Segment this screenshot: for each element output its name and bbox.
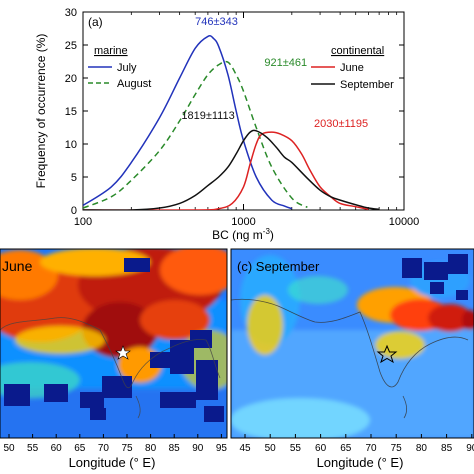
site-star-june	[115, 345, 131, 360]
series-line-august	[83, 60, 308, 209]
y-tick-label: 15	[65, 106, 77, 118]
y-tick-label: 30	[65, 7, 77, 19]
series-line-july	[83, 35, 293, 210]
map-x-tick-label: 70	[98, 443, 110, 454]
legend-label-august: August	[117, 78, 151, 90]
legend-label-september: September	[340, 79, 394, 91]
y-tick-label: 5	[71, 172, 77, 184]
x-tick-label: 10000	[389, 216, 420, 228]
map-x-tick-label: 50	[265, 443, 277, 454]
map-x-tick-label: 90	[192, 443, 204, 454]
legend-label-june: June	[340, 62, 364, 74]
site-star-september	[376, 344, 398, 364]
map-x-tick-label: 55	[290, 443, 302, 454]
chart-panel-a: 0 5 10 15 20 25 30 100 1000 10000 746±343 921±461 1…	[34, 7, 419, 242]
annotations-a: 746±343 921±461 1819±1113 2030±1195	[181, 16, 368, 130]
panel-label-june: June	[2, 258, 33, 274]
y-tick-label: 0	[71, 205, 77, 217]
map-ticks-june: 50 55 60 65 70 75 80 85 90 95	[3, 434, 227, 454]
coastline-june	[0, 317, 221, 389]
y-tick-label: 10	[65, 139, 77, 151]
map-x-tick-label: 70	[365, 443, 377, 454]
map-x-tick-label: 60	[315, 443, 327, 454]
x-axis-label-june: Longitude (° E)	[69, 455, 156, 470]
map-frame-june	[0, 248, 228, 439]
map-x-tick-label: 80	[416, 443, 428, 454]
x-tick-label: 1000	[231, 216, 255, 228]
x-axis-label-a: BC (ng m-3)	[212, 227, 274, 242]
map-x-tick-label: 65	[340, 443, 352, 454]
map-panel-september: (c) September 45 50 55 60 65 70 75 80 85 90 Longi…	[230, 248, 474, 470]
annotation-label: 921±461	[264, 57, 307, 69]
map-x-tick-label: 65	[74, 443, 86, 454]
x-tick-label: 100	[74, 216, 92, 228]
map-x-tick-label: 95	[216, 443, 228, 454]
series-line-september	[83, 129, 380, 210]
map-x-tick-label: 60	[51, 443, 63, 454]
map-ticks-september: 45 50 55 60 65 70 75 80 85 90	[239, 434, 474, 454]
legend-label-july: July	[117, 62, 137, 74]
map-x-tick-label: 90	[466, 443, 474, 454]
plot-frame-a	[82, 11, 405, 211]
legend-marine: marine July August	[88, 45, 151, 90]
annotation-label: 1819±1113	[181, 110, 234, 122]
x-axis-label-september: Longitude (° E)	[317, 455, 404, 470]
map-panel-june: June 50 55 60 65 70 75 80 85 90 95 Longitude (° E…	[0, 248, 228, 470]
panel-label-a: (a)	[88, 15, 103, 29]
map-missing-cells-september	[402, 254, 468, 300]
series-group-a	[83, 35, 380, 210]
map-x-tick-label: 80	[145, 443, 157, 454]
panel-label-september: (c) September	[237, 259, 320, 274]
legend-title-continental: continental	[331, 45, 384, 57]
axis-ticks-a: 0 5 10 15 20 25 30 100 1000 10000	[65, 7, 420, 228]
y-tick-label: 20	[65, 73, 77, 85]
annotation-label: 2030±1195	[314, 118, 368, 130]
coastline-september	[231, 298, 469, 388]
map-x-tick-label: 55	[27, 443, 39, 454]
map-x-tick-label: 85	[441, 443, 453, 454]
map-x-tick-label: 45	[239, 443, 251, 454]
map-x-tick-label: 75	[391, 443, 403, 454]
legend-continental: continental June September	[311, 45, 394, 91]
map-frame-september	[230, 248, 474, 439]
map-x-tick-label: 50	[3, 443, 15, 454]
map-x-tick-label: 75	[121, 443, 133, 454]
legend-title-marine: marine	[94, 45, 128, 57]
annotation-label: 746±343	[195, 16, 238, 28]
y-axis-label-a: Frequency of occurrence (%)	[34, 34, 48, 189]
map-x-tick-label: 85	[169, 443, 181, 454]
map-field-june	[0, 249, 227, 438]
y-tick-label: 25	[65, 40, 77, 52]
